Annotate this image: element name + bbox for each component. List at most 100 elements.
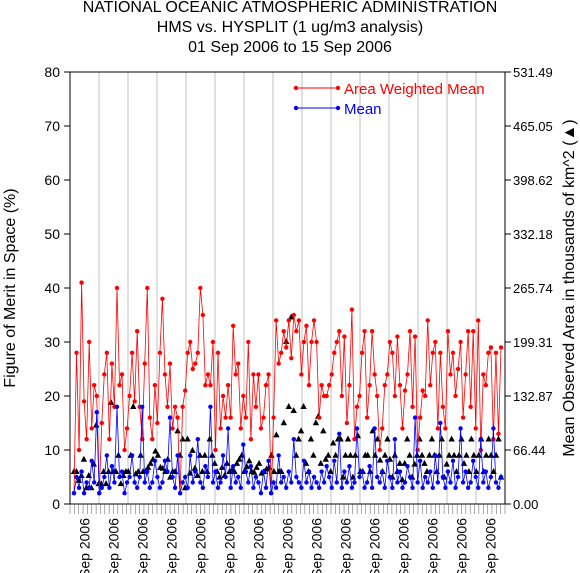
area-weighted-mean-point [145, 285, 150, 291]
area-weighted-mean-point [132, 399, 137, 404]
observed-area-point [428, 435, 436, 442]
mean-point [238, 485, 243, 490]
area-weighted-mean-point [134, 329, 140, 334]
area-weighted-mean-point [117, 383, 122, 388]
observed-area-point [280, 419, 287, 426]
mean-point [117, 474, 122, 480]
area-weighted-mean-point [122, 447, 127, 453]
area-weighted-mean-point [200, 312, 206, 318]
mean-point [453, 485, 458, 490]
area-weighted-mean-point [233, 372, 238, 377]
observed-area-point [270, 467, 278, 474]
area-weighted-mean-point [324, 393, 329, 399]
y2-tick-label: 398.62 [513, 173, 553, 188]
observed-area-point [154, 451, 162, 458]
area-weighted-mean-point [248, 437, 254, 442]
mean-point [74, 474, 79, 480]
area-weighted-mean-point [468, 404, 473, 409]
series-layer [70, 280, 505, 496]
area-weighted-mean-point [190, 366, 195, 372]
area-weighted-mean-point [286, 318, 291, 323]
mean-point [160, 480, 165, 485]
mean-point [102, 474, 107, 480]
area-weighted-mean-point [483, 383, 489, 388]
observed-area-point [475, 451, 482, 458]
area-weighted-mean-point [410, 404, 415, 409]
area-weighted-mean-point [488, 345, 494, 350]
area-weighted-mean-point [213, 447, 218, 453]
area-weighted-mean-point [79, 280, 84, 285]
mean-point [99, 485, 104, 490]
area-weighted-mean-point [129, 350, 135, 355]
mean-point [134, 485, 140, 490]
mean-point [185, 485, 190, 490]
area-weighted-mean-point [155, 420, 160, 426]
mean-point [268, 491, 274, 496]
area-weighted-mean-point [423, 393, 428, 399]
right-y-axis: 0.00 66.44 132.87 199.31 265.74 332.18 398.62 4… [505, 65, 553, 512]
legend-label-mean: Mean [344, 101, 382, 118]
y2-tick-label: 265.74 [513, 281, 553, 296]
observed-area-point [485, 435, 492, 442]
area-weighted-mean-point [412, 334, 418, 339]
observed-area-point [250, 468, 258, 475]
area-weighted-mean-point [428, 383, 433, 388]
mean-point [359, 469, 365, 474]
mean-point [321, 480, 327, 485]
area-weighted-mean-point [223, 415, 228, 420]
observed-area-point [253, 463, 260, 470]
mean-point [291, 437, 297, 442]
observed-area-point [147, 459, 154, 466]
observed-area-point [206, 435, 213, 442]
observed-area-point [426, 451, 433, 458]
area-weighted-mean-point [339, 393, 345, 399]
area-weighted-mean-point [220, 393, 226, 399]
observed-area-point [312, 419, 320, 426]
observed-area-point [199, 467, 206, 474]
mean-point [377, 480, 382, 485]
mean-point [471, 458, 476, 463]
area-weighted-mean-point [367, 383, 372, 388]
mean-point [372, 426, 377, 431]
mean-point [109, 464, 115, 469]
area-weighted-mean-point [273, 318, 279, 323]
area-weighted-mean-point [425, 318, 430, 323]
mean-point [200, 485, 206, 490]
observed-area-point [450, 451, 458, 458]
area-weighted-mean-point [296, 318, 302, 323]
area-weighted-mean-point [210, 339, 216, 345]
area-weighted-mean-point [342, 334, 347, 339]
mean-point [251, 485, 256, 490]
area-weighted-mean-point [180, 404, 185, 409]
mean-point [339, 485, 345, 490]
observed-area-point [105, 467, 112, 474]
area-weighted-mean-point [195, 350, 201, 355]
area-weighted-mean-point [319, 383, 324, 388]
area-weighted-mean-point [205, 372, 211, 377]
area-weighted-mean-point [445, 329, 451, 334]
mean-point [129, 453, 135, 458]
mean-point [104, 453, 110, 458]
mean-point [114, 404, 120, 409]
mean-point [140, 404, 145, 409]
mean-point [228, 485, 233, 490]
area-weighted-mean-point [364, 415, 370, 420]
area-weighted-mean-point [104, 350, 110, 355]
area-weighted-mean-point [246, 339, 251, 345]
area-weighted-mean-point [460, 415, 466, 420]
area-weighted-mean-point [314, 339, 319, 345]
mean-point [253, 474, 259, 480]
observed-area-point [211, 459, 218, 466]
area-weighted-mean-point [438, 350, 443, 355]
mean-point [241, 442, 246, 447]
area-weighted-mean-point [76, 447, 82, 453]
x-tick-label: Sep 2006 [222, 518, 238, 573]
observed-area-point [391, 451, 399, 458]
observed-area-point [189, 446, 196, 453]
x-tick-label: Sep 2006 [164, 518, 180, 573]
area-weighted-mean-point [486, 350, 491, 355]
x-tick-label: Sep 2006 [367, 518, 383, 573]
observed-area-point [255, 459, 263, 466]
mean-point [261, 469, 266, 474]
